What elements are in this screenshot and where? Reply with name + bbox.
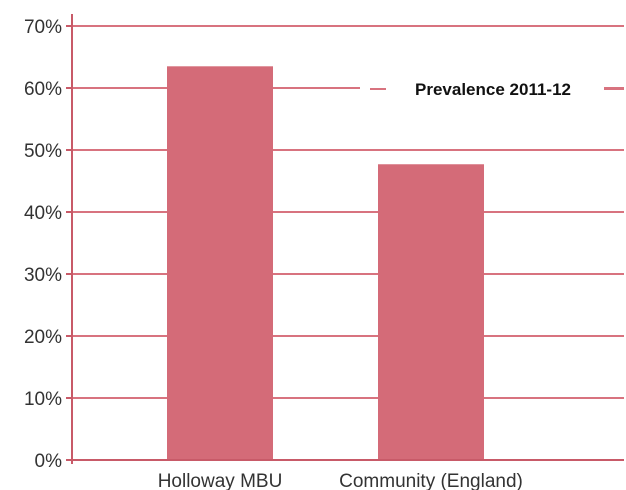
bar-holloway-mbu: [167, 66, 273, 461]
y-tick-label: 60%: [24, 79, 62, 100]
legend-series-label: Prevalence 2011-12: [415, 80, 571, 99]
y-tick-label: 50%: [24, 141, 62, 162]
bars: [167, 66, 484, 461]
y-tick-label: 40%: [24, 203, 62, 224]
gridlines: [72, 25, 624, 399]
category-labels: Holloway MBU Community (England): [158, 471, 523, 490]
x-category-label: Holloway MBU: [158, 471, 283, 490]
y-tick-label: 20%: [24, 327, 62, 348]
y-tick-label: 70%: [24, 17, 62, 38]
y-tick-label: 30%: [24, 265, 62, 286]
y-tick-labels: 0% 10% 20% 30% 40% 50% 60% 70%: [24, 17, 62, 472]
y-tick-label: 10%: [24, 389, 62, 410]
legend-background: [360, 75, 604, 103]
x-category-label: Community (England): [339, 471, 523, 490]
legend: Prevalence 2011-12: [360, 75, 624, 103]
axes: [66, 14, 624, 464]
bar-community-england: [378, 164, 484, 460]
y-tick-label: 0%: [35, 451, 63, 472]
